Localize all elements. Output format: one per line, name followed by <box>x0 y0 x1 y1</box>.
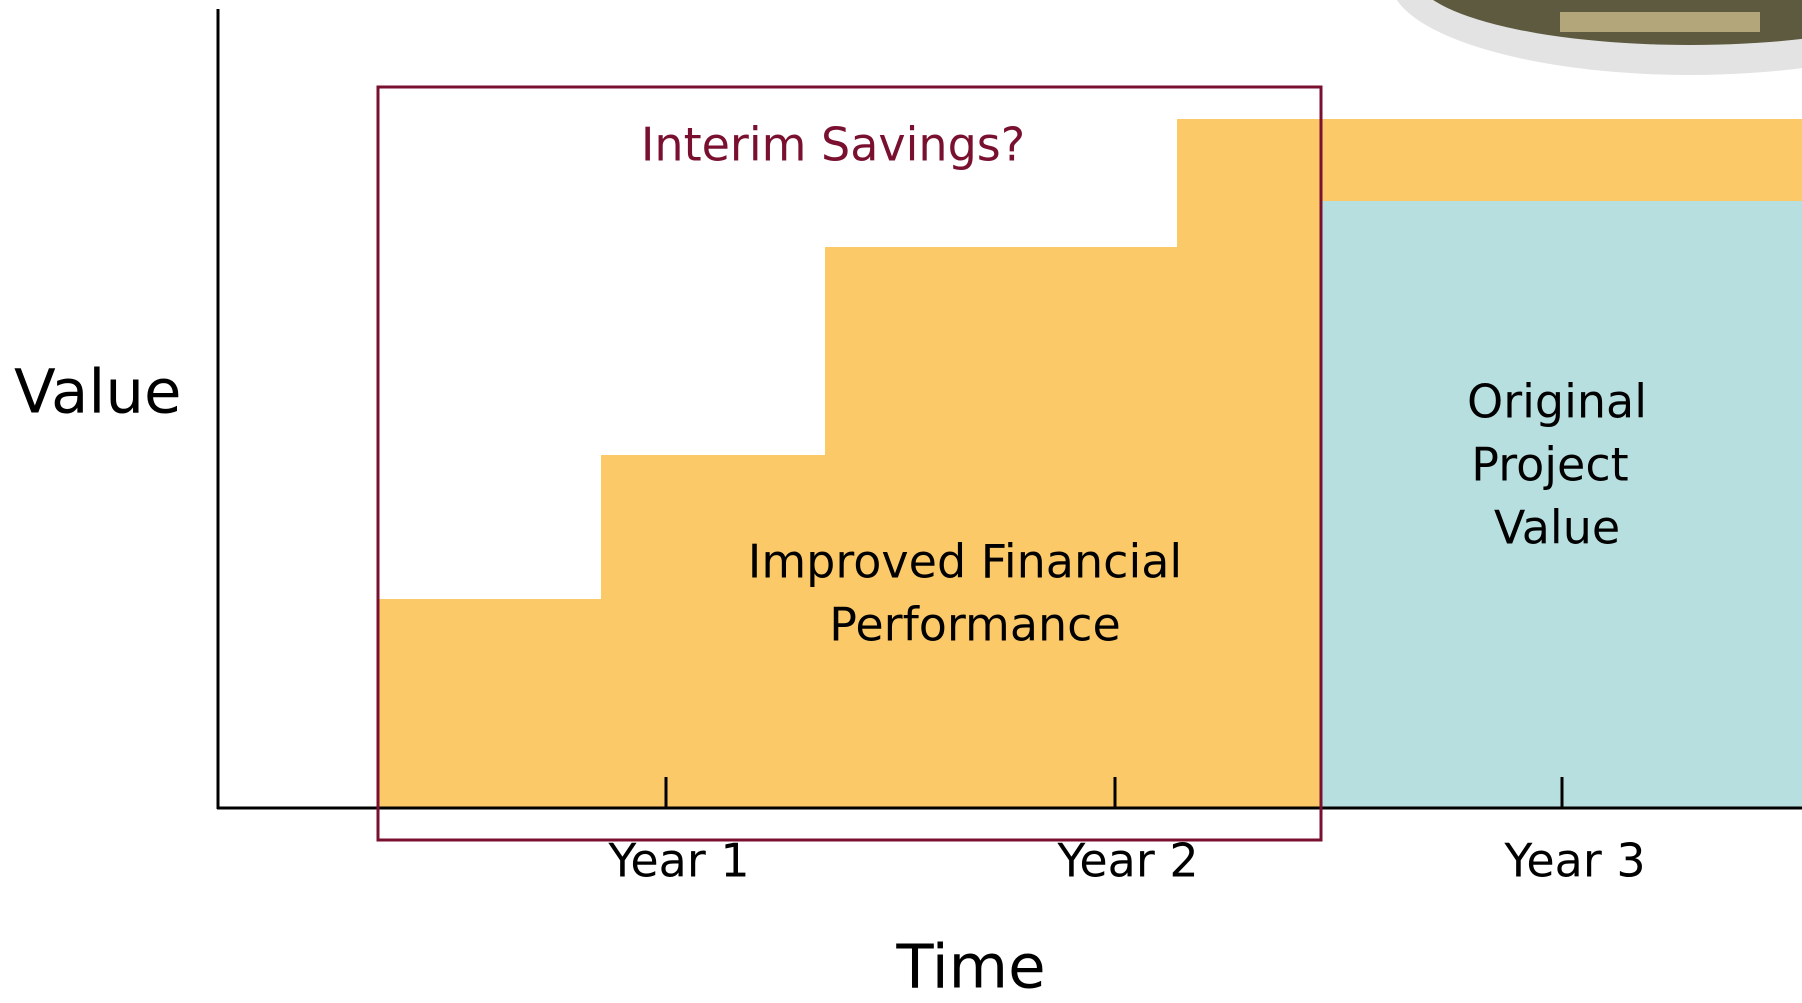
original-label: Original <box>1467 375 1647 429</box>
improved-area <box>378 119 1802 808</box>
x-tick-label: Year 3 <box>1503 834 1645 888</box>
original-label: Value <box>1494 501 1620 555</box>
improved-label: Improved Financial <box>748 535 1182 589</box>
y-axis-label: Value <box>14 357 182 428</box>
step <box>378 599 601 808</box>
step <box>1177 119 1321 808</box>
x-tick-label: Year 1 <box>607 834 749 888</box>
original-label: Project <box>1471 438 1628 492</box>
corner-image <box>1396 0 1802 75</box>
plate-detail <box>1560 12 1760 32</box>
original-area <box>1321 201 1802 808</box>
improved-label: Performance <box>829 598 1121 652</box>
step <box>1321 119 1802 201</box>
interim-box <box>376 85 1323 842</box>
x-axis-label: Time <box>895 932 1045 1003</box>
step <box>825 247 1177 808</box>
x-tick-label: Year 2 <box>1056 834 1198 888</box>
interim-label: Interim Savings? <box>641 118 1025 172</box>
step <box>601 455 825 808</box>
